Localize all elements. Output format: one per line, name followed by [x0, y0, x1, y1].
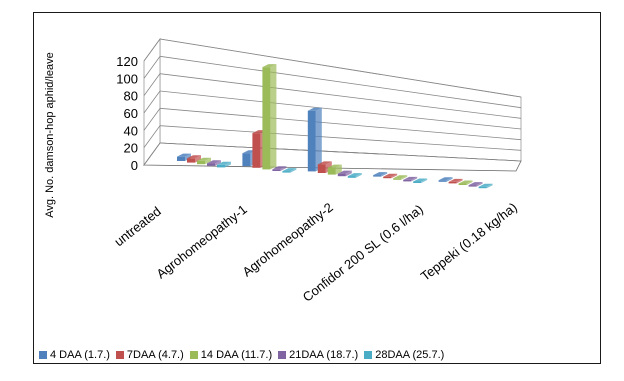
bar-front [272, 169, 280, 171]
bar-front [242, 153, 250, 166]
legend-swatch [190, 351, 198, 359]
bar-front [187, 158, 195, 162]
legend-swatch [364, 351, 372, 359]
y-axis-ticks: 0 20 40 60 80 100 120 [116, 54, 138, 173]
y-tick-label: 80 [124, 89, 138, 104]
bar-front [207, 163, 215, 166]
y-axis-label: Avg. No. damson-hop aphid/leave [44, 52, 56, 218]
bar-front [403, 180, 411, 182]
chart-walls [144, 39, 521, 171]
bar-front [338, 174, 346, 177]
y-tick-label: 20 [124, 141, 138, 156]
y-tick-label: 60 [124, 106, 138, 121]
bar-front [459, 184, 467, 186]
legend-label: 7DAA (4.7.) [127, 349, 184, 361]
bar-front [449, 182, 457, 184]
x-tick-label: Agrohomeopathy-2 [239, 200, 335, 280]
legend-swatch [278, 351, 286, 359]
x-tick-label: untreated [111, 204, 164, 250]
legend: 4 DAA (1.7.) 7DAA (4.7.) 14 DAA (11.7.) 21D… [39, 349, 450, 361]
bar-chart-3d: 020406080100120 untreatedAgrohomeopathy-… [34, 13, 602, 365]
bar-front [217, 165, 225, 168]
bar-front [308, 111, 316, 172]
legend-label: 21DAA (18.7.) [289, 349, 358, 361]
bar-front [469, 185, 477, 187]
legend-item: 14 DAA (11.7.) [190, 349, 272, 361]
legend-label: 28DAA (25.7.) [375, 349, 444, 361]
legend-item: 21DAA (18.7.) [278, 349, 358, 361]
y-tick-label: 120 [116, 54, 138, 69]
bar-front [318, 164, 326, 173]
legend-swatch [116, 351, 124, 359]
y-tick-label: 0 [131, 158, 138, 173]
legend-label: 4 DAA (1.7.) [50, 349, 110, 361]
bar-front [262, 67, 270, 169]
bar-front [282, 171, 290, 173]
bar-front [177, 157, 185, 161]
legend-item: 7DAA (4.7.) [116, 349, 184, 361]
bar [308, 108, 322, 172]
bar-front [373, 175, 381, 177]
y-tick-label: 40 [124, 123, 138, 138]
legend-item: 28DAA (25.7.) [364, 349, 444, 361]
x-axis-ticks: untreatedAgrohomeopathy-1Agrohomeopathy-… [111, 200, 520, 305]
legend-item: 4 DAA (1.7.) [39, 349, 110, 361]
legend-swatch [39, 351, 47, 359]
bar-front [252, 133, 260, 168]
bar-side [316, 108, 322, 172]
bar-front [413, 182, 421, 184]
x-tick-label: Agrohomeopathy-1 [153, 202, 249, 282]
bar-side [270, 64, 276, 169]
chart-area: 0 20 40 60 80 100 120 untreated Agrohomeopathy-… [33, 12, 601, 364]
bar-front [439, 180, 447, 182]
x-tick-label: Teppeki (0.18 kg/ha) [418, 200, 520, 284]
y-tick-label: 100 [116, 71, 138, 86]
bar-front [393, 178, 401, 180]
bar-front [197, 161, 205, 164]
legend-label: 14 DAA (11.7.) [201, 349, 272, 361]
bar-front [348, 176, 356, 178]
bar-front [383, 177, 391, 179]
bar [262, 64, 276, 169]
bar-front [479, 187, 487, 189]
bar-front [328, 168, 336, 175]
